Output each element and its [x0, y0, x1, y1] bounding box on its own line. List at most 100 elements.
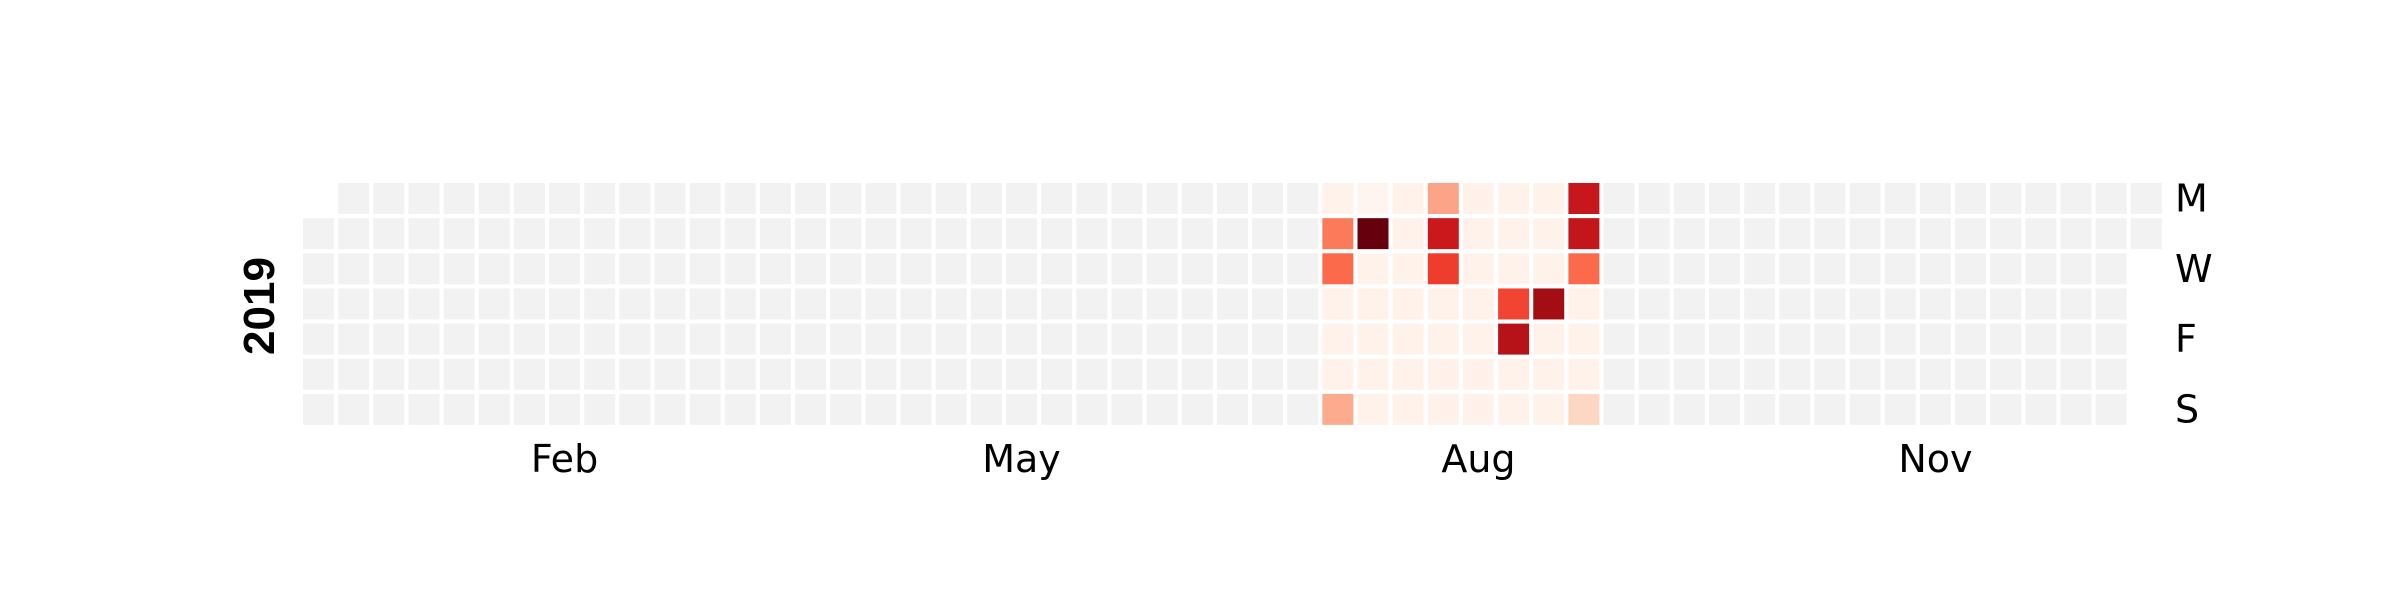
heatmap-cell [1041, 218, 1073, 250]
heatmap-cell [1744, 253, 1776, 285]
cells-layer [303, 183, 2162, 425]
heatmap-cell [2060, 393, 2092, 425]
heatmap-cell [443, 218, 475, 250]
heatmap-cell [1955, 288, 1987, 320]
heatmap-cell [1076, 358, 1108, 390]
heatmap-cell [795, 288, 827, 320]
heatmap-cell [373, 253, 405, 285]
heatmap-cell [1252, 183, 1284, 214]
heatmap-cell [408, 218, 440, 250]
heatmap-cell [830, 218, 862, 250]
heatmap-cell [549, 323, 581, 355]
heatmap-cell [1322, 288, 1354, 320]
heatmap-cell [2060, 358, 2092, 390]
heatmap-cell [830, 393, 862, 425]
heatmap-cell [303, 218, 334, 250]
heatmap-cell [830, 323, 862, 355]
heatmap-cell [1603, 323, 1635, 355]
heatmap-cell [513, 323, 545, 355]
heatmap-cell [373, 218, 405, 250]
heatmap-cell [724, 218, 756, 250]
heatmap-cell [1287, 358, 1319, 390]
heatmap-cell [900, 358, 932, 390]
heatmap-cell [1322, 183, 1354, 214]
heatmap-cell [1076, 288, 1108, 320]
heatmap-cell [654, 358, 686, 390]
heatmap-cell [1849, 393, 1881, 425]
heatmap-cell [373, 358, 405, 390]
heatmap-cell [619, 253, 651, 285]
heatmap-cell [830, 183, 862, 214]
heatmap-cell [1849, 323, 1881, 355]
heatmap-cell [795, 218, 827, 250]
heatmap-cell [303, 393, 334, 425]
heatmap-cell [1006, 323, 1037, 355]
heatmap-cell [1498, 253, 1530, 285]
heatmap-cell [2095, 183, 2127, 214]
heatmap-cell [1146, 323, 1178, 355]
heatmap-cell [1111, 323, 1143, 355]
heatmap-cell [759, 323, 791, 355]
heatmap-cell [1146, 358, 1178, 390]
heatmap-cell [1638, 253, 1670, 285]
heatmap-cell [935, 358, 967, 390]
heatmap-cell [513, 253, 545, 285]
heatmap-cell [584, 218, 616, 250]
heatmap-cell [935, 218, 967, 250]
heatmap-cell [2060, 253, 2092, 285]
heatmap-cell [338, 358, 370, 390]
month-tick-label: Feb [531, 437, 598, 481]
heatmap-cell [1849, 253, 1881, 285]
heatmap-cell [1533, 183, 1565, 214]
weekday-tick-label: S [2175, 387, 2199, 431]
heatmap-cell [1322, 218, 1354, 250]
heatmap-cell [1462, 288, 1494, 320]
heatmap-cell [1603, 218, 1635, 250]
heatmap-cell [865, 218, 897, 250]
heatmap-cell [1568, 323, 1600, 355]
heatmap-cell [689, 393, 721, 425]
heatmap-cell [970, 183, 1002, 214]
heatmap-cell [795, 253, 827, 285]
heatmap-cell [795, 358, 827, 390]
heatmap-cell [1884, 253, 1916, 285]
heatmap-cell [1673, 323, 1705, 355]
weekday-tick-label: W [2175, 247, 2213, 291]
heatmap-cell [970, 358, 1002, 390]
heatmap-cell [1919, 183, 1951, 214]
heatmap-cell [513, 218, 545, 250]
heatmap-cell [1533, 358, 1565, 390]
heatmap-cell [408, 393, 440, 425]
heatmap-cell [1603, 253, 1635, 285]
heatmap-cell [1814, 253, 1846, 285]
heatmap-cell [1287, 218, 1319, 250]
heatmap-cell [1955, 393, 1987, 425]
heatmap-cell [619, 183, 651, 214]
heatmap-cell [1849, 218, 1881, 250]
heatmap-cell [584, 183, 616, 214]
heatmap-cell [2060, 218, 2092, 250]
heatmap-cell [830, 358, 862, 390]
heatmap-cell [1638, 218, 1670, 250]
heatmap-cell [1111, 393, 1143, 425]
heatmap-cell [1252, 323, 1284, 355]
heatmap-cell [1709, 323, 1740, 355]
heatmap-cell [1357, 393, 1389, 425]
heatmap-cell [1638, 183, 1670, 214]
heatmap-cell [1709, 218, 1740, 250]
heatmap-cell [303, 323, 334, 355]
heatmap-cell [1216, 218, 1248, 250]
heatmap-cell [795, 393, 827, 425]
heatmap-cell [584, 358, 616, 390]
heatmap-cell [1181, 358, 1213, 390]
heatmap-cell [1498, 288, 1530, 320]
heatmap-cell [373, 288, 405, 320]
heatmap-cell [1041, 358, 1073, 390]
heatmap-cell [2095, 393, 2127, 425]
heatmap-cell [689, 183, 721, 214]
heatmap-cell [2095, 253, 2127, 285]
heatmap-cell [1357, 288, 1389, 320]
heatmap-cell [549, 253, 581, 285]
